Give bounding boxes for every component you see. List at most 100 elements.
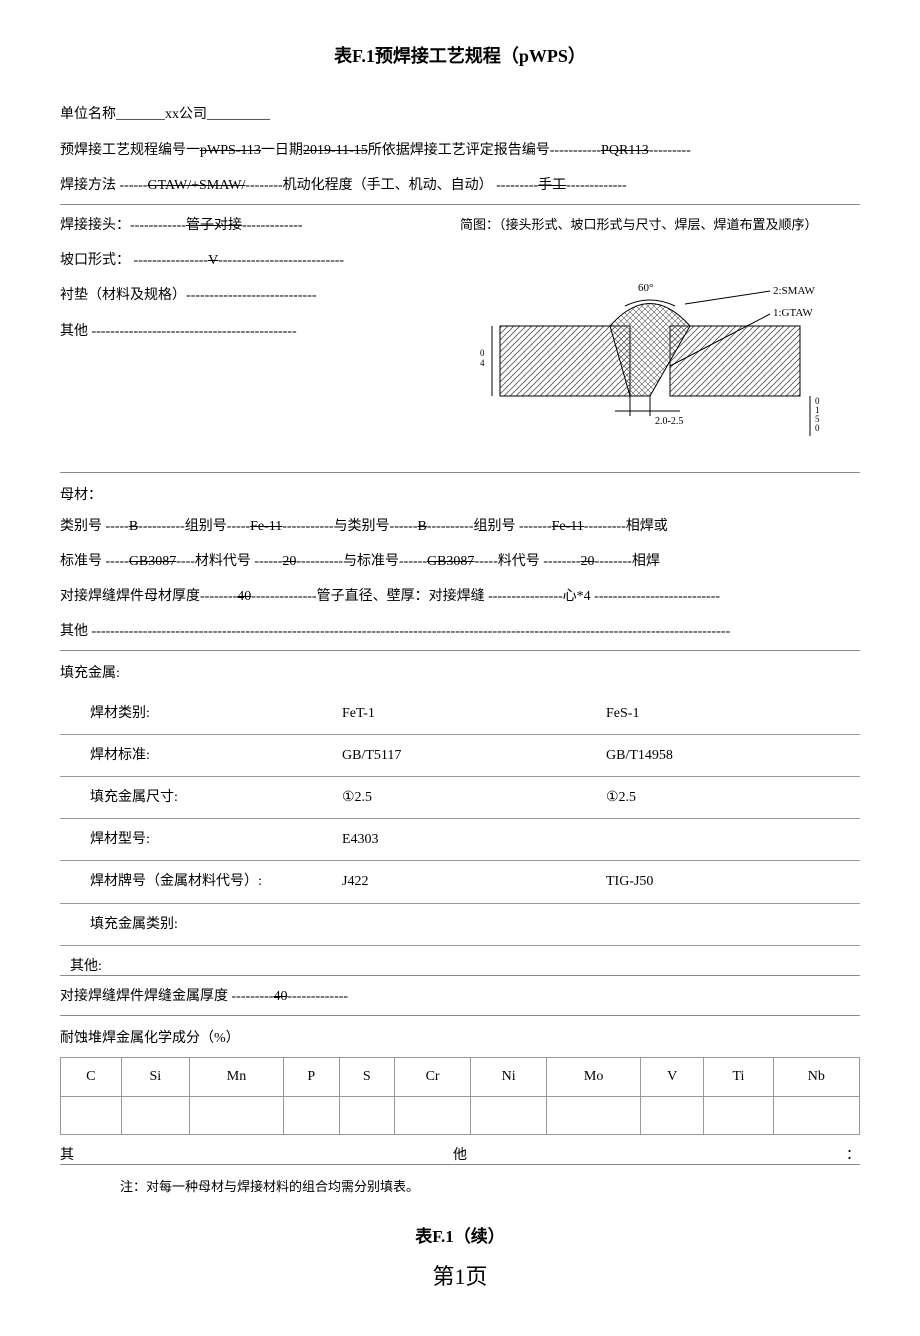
table-cell: 焊材标准: <box>60 734 332 776</box>
table-header: Cr <box>395 1058 471 1096</box>
table-cell <box>121 1096 189 1134</box>
table-cell <box>395 1096 471 1134</box>
org-label: 单位名称 <box>60 102 116 127</box>
table-cell <box>332 903 596 945</box>
groove-label: 坡口形式： ---------------- <box>60 248 208 273</box>
table-cell <box>641 1096 704 1134</box>
v: B <box>418 514 427 539</box>
v: 20 <box>581 549 595 574</box>
table-cell <box>190 1096 284 1134</box>
svg-text:0: 0 <box>815 423 820 433</box>
table-row: 焊材型号:E4303 <box>60 819 860 861</box>
table-cell: TIG-J50 <box>596 861 860 903</box>
t: -----------与类别号------ <box>282 514 417 539</box>
joint-other: 其他 -------------------------------------… <box>60 319 297 344</box>
joint-diagram-section: 焊接接头：------------ 管子对接 ------------- 坡口形… <box>60 213 860 456</box>
t: --------相焊 <box>595 549 660 574</box>
groove-row: 坡口形式： ---------------- V ---------------… <box>60 248 460 273</box>
joint-other-row: 其他 -------------------------------------… <box>60 319 460 344</box>
v: Fe-11 <box>250 514 282 539</box>
joint-val: 管子对接 <box>186 213 242 238</box>
layer1-label: 1:GTAW <box>773 307 813 319</box>
pqr-tail: --------- <box>649 138 691 163</box>
org-fill: _______ <box>116 102 165 127</box>
table-cell <box>596 819 860 861</box>
table-cell <box>471 1096 547 1134</box>
joint-diagram-svg: 2.0-2.5 60° 2:SMAW 1:GTAW 0 4 0 1 5 0 <box>480 246 840 446</box>
table-header: Mn <box>190 1058 284 1096</box>
proc-label: 预焊接工艺规程编号一 <box>60 138 200 163</box>
gap-dim: 2.0-2.5 <box>655 416 683 427</box>
mech-label: --------机动化程度（手工、机动、自动） --------- <box>245 173 538 198</box>
v: 20 <box>282 549 296 574</box>
table-cell: 焊材类别: <box>60 693 332 735</box>
table-cell <box>596 903 860 945</box>
org-row: 单位名称 _______ xx公司 _________ <box>60 102 860 127</box>
pad-label: 衬垫（材料及规格）---------------------------- <box>60 283 317 308</box>
divider <box>60 204 860 205</box>
title-continued: 表F.1（续） <box>60 1222 860 1253</box>
table-header: C <box>61 1058 122 1096</box>
org-tail: _________ <box>207 102 270 127</box>
date-val: 2019-11-15 <box>303 138 368 163</box>
chem-label: 耐蚀堆焊金属化学成分（%） <box>60 1026 860 1051</box>
table-cell <box>547 1096 641 1134</box>
table-header: P <box>284 1058 340 1096</box>
joint-tail: ------------- <box>242 213 303 238</box>
page-title: 表F.1预焊接工艺规程（pWPS） <box>60 40 860 72</box>
table-row: 焊材标准:GB/T5117GB/T14958 <box>60 734 860 776</box>
t: 其他 -------------------------------------… <box>60 619 730 644</box>
pqr-no: PQR113 <box>601 138 649 163</box>
table-header: Nb <box>773 1058 859 1096</box>
table-header: Ti <box>704 1058 773 1096</box>
table-cell: 填充金属尺寸: <box>60 777 332 819</box>
t: 类别号 ----- <box>60 514 129 539</box>
std-row: 标准号 ----- GB3087 ----材料代号 ------ 20 ----… <box>60 549 860 574</box>
divider <box>60 650 860 651</box>
angle-dim: 60° <box>638 282 653 294</box>
table-cell: GB/T5117 <box>332 734 596 776</box>
cat-row: 类别号 ----- B ----------组别号----- Fe-11 ---… <box>60 514 860 539</box>
v: B <box>129 514 138 539</box>
pad-row: 衬垫（材料及规格）---------------------------- <box>60 283 460 308</box>
table-cell <box>339 1096 395 1134</box>
table-cell <box>704 1096 773 1134</box>
footnote: 注：对每一种母材与焊接材料的组合均需分别填表。 <box>60 1175 860 1198</box>
t: ------------- <box>287 984 348 1009</box>
t: ----------与标准号------ <box>296 549 427 574</box>
method-val: GTAW/+SMAW/ <box>147 173 245 198</box>
t: 对接焊缝焊件母材厚度-------- <box>60 584 237 609</box>
t: ----------组别号----- <box>138 514 250 539</box>
t: 他 <box>453 1143 467 1168</box>
t: 标准号 ----- <box>60 549 129 574</box>
table-header: S <box>339 1058 395 1096</box>
table-cell: GB/T14958 <box>596 734 860 776</box>
org-value: xx公司 <box>165 102 207 127</box>
method-label: 焊接方法 ------ <box>60 173 147 198</box>
table-row: 焊材牌号（金属材料代号）:J422TIG-J50 <box>60 861 860 903</box>
t: 对接焊缝焊件焊缝金属厚度 --------- <box>60 984 273 1009</box>
divider <box>60 975 860 976</box>
table-cell <box>284 1096 340 1134</box>
joint-row: 焊接接头：------------ 管子对接 ------------- <box>60 213 460 238</box>
table-cell: ①2.5 <box>332 777 596 819</box>
table-cell: ①2.5 <box>596 777 860 819</box>
t: -----料代号 -------- <box>474 549 580 574</box>
t: ----材料代号 ------ <box>176 549 282 574</box>
groove-val: V <box>208 248 218 273</box>
t: 其 <box>60 1143 74 1168</box>
divider <box>60 1015 860 1016</box>
table-cell <box>773 1096 859 1134</box>
t: --------------管子直径、壁厚：对接焊缝 -------------… <box>251 584 720 609</box>
base-label: 母材： <box>60 483 860 508</box>
table-cell: 焊材牌号（金属材料代号）: <box>60 861 332 903</box>
thick-row: 对接焊缝焊件母材厚度-------- 40 --------------管子直径… <box>60 584 860 609</box>
table-cell: 焊材型号: <box>60 819 332 861</box>
chem-table: CSiMnPSCrNiMoVTiNb <box>60 1057 860 1134</box>
v: 40 <box>273 984 287 1009</box>
v: GB3087 <box>427 549 474 574</box>
joint-label: 焊接接头：------------ <box>60 213 186 238</box>
table-cell: E4303 <box>332 819 596 861</box>
table-cell <box>61 1096 122 1134</box>
v: 40 <box>237 584 251 609</box>
